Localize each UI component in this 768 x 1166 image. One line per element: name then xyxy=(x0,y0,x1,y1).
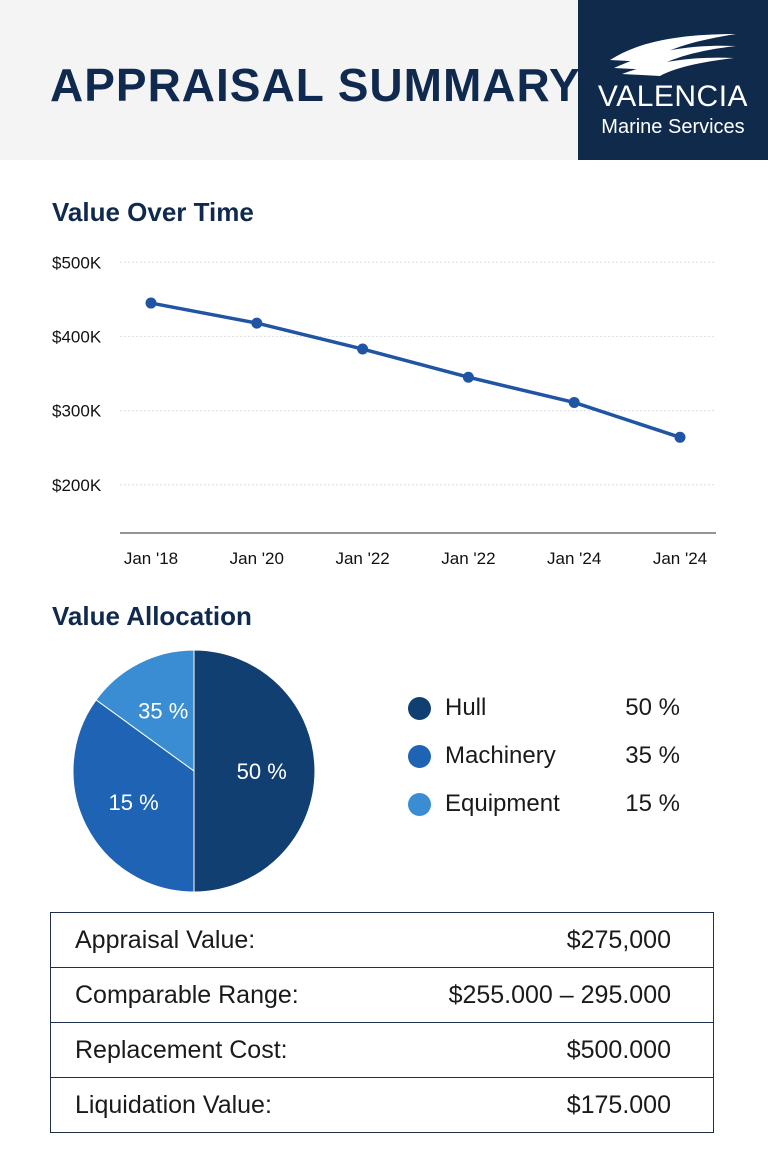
table-row: Appraisal Value: $275,000 xyxy=(51,913,714,968)
pie-legend: Hull 50 % Machinery 35 % Equipment 15 % xyxy=(408,690,698,834)
summary-label: Replacement Cost: xyxy=(50,1022,372,1078)
data-point xyxy=(568,396,580,408)
machinery-swatch xyxy=(408,745,431,768)
line-chart-title: Value Over Time xyxy=(52,197,254,227)
data-point xyxy=(462,371,474,383)
legend-value: 35 % xyxy=(625,742,680,769)
x-tick-label: Jan '24 xyxy=(653,549,707,568)
summary-value: $255.000 – 295.000 xyxy=(371,967,714,1023)
value-allocation-pie: 50 % 15 % 35 % xyxy=(72,649,316,893)
x-tick-label: Jan '24 xyxy=(547,549,601,568)
x-tick-label: Jan '22 xyxy=(441,549,495,568)
pie-label: 15 % xyxy=(109,790,159,815)
summary-table: Appraisal Value: $275,000 Comparable Ran… xyxy=(50,912,714,1133)
table-row: Comparable Range: $255.000 – 295.000 xyxy=(50,967,714,1023)
logo-name: VALENCIA xyxy=(597,80,749,113)
y-tick-label: $500K xyxy=(52,253,102,272)
summary-value: $175.000 xyxy=(371,1077,714,1133)
legend-value: 15 % xyxy=(625,790,680,817)
y-tick-label: $200K xyxy=(52,476,102,495)
x-tick-label: Jan '22 xyxy=(335,549,389,568)
company-logo: VALENCIA Marine Services xyxy=(578,0,768,160)
y-tick-label: $400K xyxy=(52,327,102,346)
pie-label: 35 % xyxy=(138,699,188,724)
data-point xyxy=(251,317,263,329)
value-over-time-chart: $500K $400K $300K $200K Jan '18 Jan '20 Jan '2… xyxy=(52,253,716,568)
legend-item-equipment: Equipment 15 % xyxy=(408,786,698,834)
data-point xyxy=(674,431,686,443)
data-point xyxy=(357,343,369,355)
legend-label: Hull xyxy=(445,694,487,721)
summary-value: $275,000 xyxy=(566,925,671,954)
legend-label: Equipment xyxy=(445,790,560,817)
summary-label: Liquidation Value: xyxy=(50,1077,372,1133)
header: APPRAISAL SUMMARY VALENCIA Marine Servic… xyxy=(0,0,768,160)
legend-item-hull: Hull 50 % xyxy=(408,690,698,738)
pie-slice-equipment xyxy=(95,649,195,772)
legend-label: Machinery xyxy=(445,742,556,769)
x-tick-label: Jan '20 xyxy=(230,549,284,568)
legend-value: 50 % xyxy=(625,694,680,721)
legend-item-machinery: Machinery 35 % xyxy=(408,738,698,786)
waves-icon xyxy=(610,34,736,76)
pie-label: 50 % xyxy=(237,759,287,784)
table-row: Liquidation Value: $175.000 xyxy=(50,1077,714,1133)
series-line-value xyxy=(150,301,681,439)
page-title: APPRAISAL SUMMARY xyxy=(50,59,581,111)
summary-value: $500.000 xyxy=(371,1022,714,1078)
summary-label: Comparable Range: xyxy=(50,967,372,1023)
x-tick-label: Jan '18 xyxy=(124,549,178,568)
pie-slice-machinery xyxy=(72,699,195,893)
table-row: Replacement Cost: $500.000 xyxy=(50,1022,714,1078)
pie-slice-hull xyxy=(193,649,316,893)
data-point xyxy=(145,297,157,309)
hull-swatch xyxy=(408,697,431,720)
summary-label: Appraisal Value: xyxy=(75,925,256,954)
pie-chart-title: Value Allocation xyxy=(52,601,252,631)
logo-subtitle: Marine Services xyxy=(601,116,745,138)
equipment-swatch xyxy=(408,793,431,816)
y-tick-label: $300K xyxy=(52,402,102,421)
